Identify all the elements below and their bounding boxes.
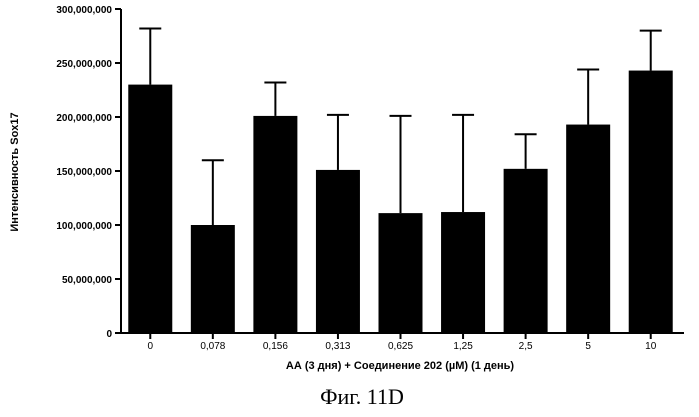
y-tick-label: 250,000,000 (56, 59, 112, 70)
bar (128, 85, 172, 333)
x-axis-title: АА (3 дня) + Соединение 202 (µM) (1 день… (286, 360, 515, 372)
x-tick-label: 0,625 (388, 341, 413, 352)
y-tick-label: 200,000,000 (56, 113, 112, 124)
bar (566, 125, 610, 333)
y-axis-ticks: 0 50,000,000 100,000,000 150,000,000 200,000… (56, 5, 121, 340)
bar (629, 71, 673, 333)
bar (316, 170, 360, 333)
x-tick-label: 0,078 (200, 341, 225, 352)
bar (379, 213, 423, 333)
x-tick-label: 10 (645, 341, 657, 352)
y-axis-title: Интенсивность Sox17 (9, 112, 21, 231)
y-tick-label: 150,000,000 (56, 167, 112, 178)
x-tick-label: 0,313 (325, 341, 350, 352)
x-tick-labels: 0 0,078 0,156 0,313 0,625 1,25 2,5 5 10 (147, 333, 656, 352)
x-tick-label: 0,156 (263, 341, 288, 352)
x-tick-label: 5 (585, 341, 591, 352)
x-tick-label: 1,25 (453, 341, 473, 352)
y-tick-label: 50,000,000 (62, 275, 112, 286)
y-tick-label: 300,000,000 (56, 5, 112, 16)
y-tick-label: 100,000,000 (56, 221, 112, 232)
x-tick-label: 0 (147, 341, 153, 352)
bar (441, 212, 485, 333)
bar (191, 225, 235, 333)
figure-caption: Фиг. 11D (320, 384, 404, 409)
y-tick-label: 0 (106, 329, 112, 340)
x-tick-label: 2,5 (519, 341, 533, 352)
bar (504, 169, 548, 333)
bar-chart: 0 50,000,000 100,000,000 150,000,000 200,000… (0, 0, 699, 417)
bar (253, 116, 297, 333)
